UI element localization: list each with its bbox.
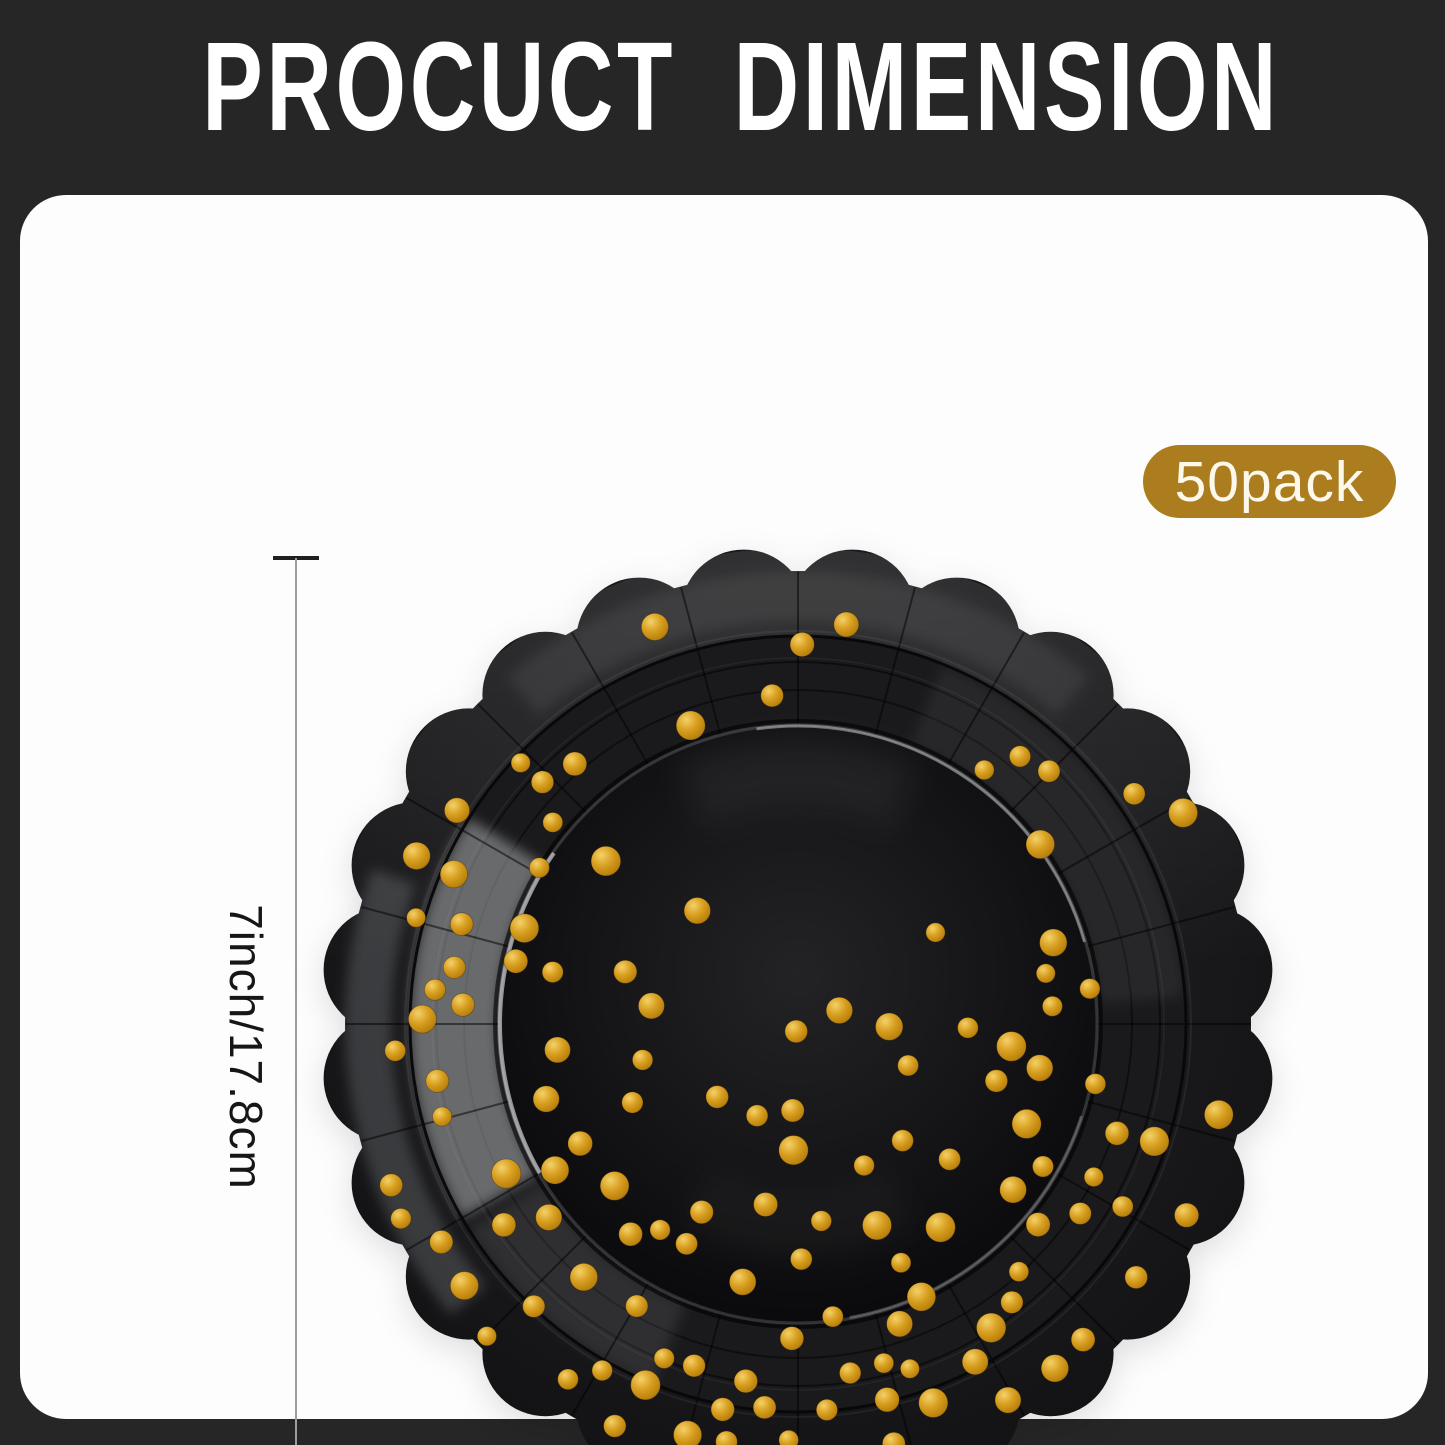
dimension-label: 7inch/17.8cm bbox=[220, 904, 272, 1190]
product-plate-image bbox=[310, 536, 1286, 1445]
content-panel: 50pack 7inch/17.8cm bbox=[20, 195, 1428, 1445]
pack-count-badge: 50pack bbox=[1143, 445, 1396, 518]
page-title: PROCUCT DIMENSION bbox=[202, 16, 1281, 157]
dimension-line bbox=[295, 558, 297, 1445]
